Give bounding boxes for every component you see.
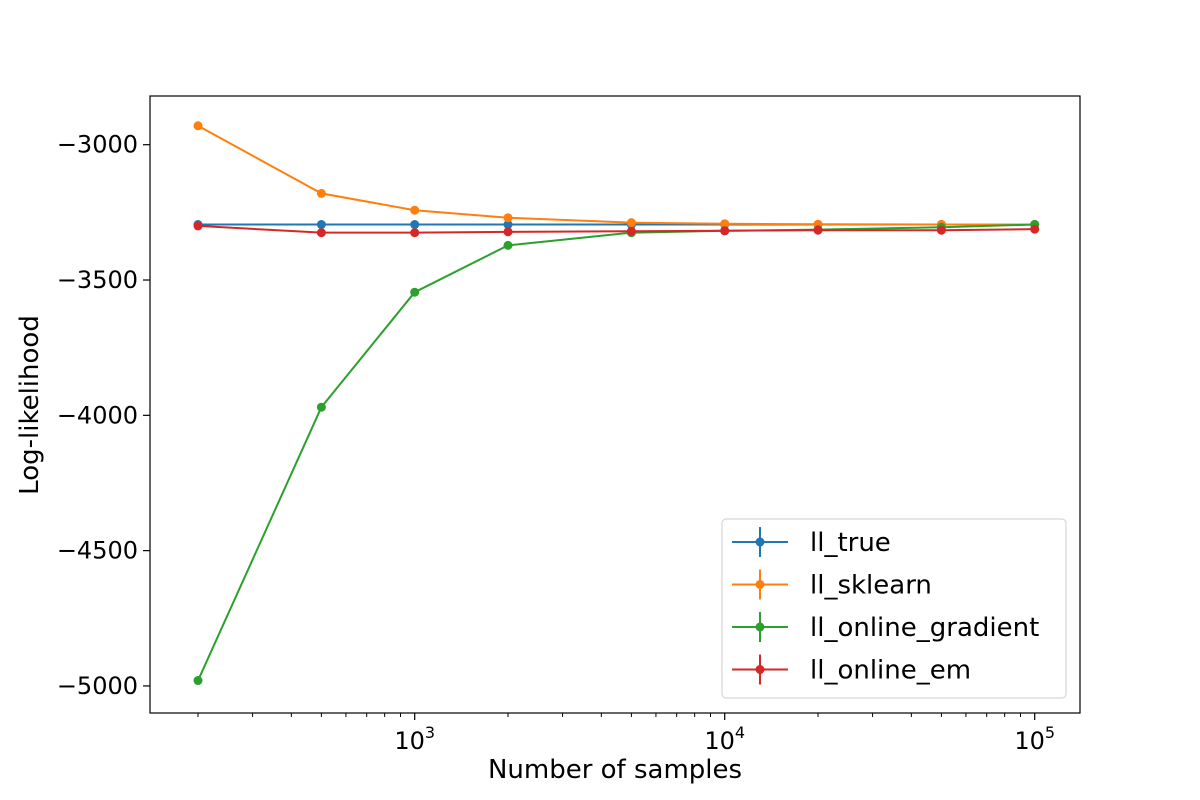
legend-marker <box>755 580 765 589</box>
legend-box <box>721 518 1067 699</box>
legend-entry: ll_online_em <box>732 654 971 686</box>
data-point <box>410 228 420 238</box>
legend-marker <box>755 622 765 632</box>
x-tick-exponent: 5 <box>1045 723 1055 742</box>
legend-label: ll_online_gradient <box>810 613 1039 643</box>
y-tick-label: −3000 <box>57 131 138 159</box>
legend-entry: ll_online_gradient <box>732 612 1039 643</box>
data-point <box>410 220 420 230</box>
x-axis-label: Number of samples <box>488 755 742 785</box>
legend-label: ll_true <box>810 528 891 558</box>
y-tick-label: −4500 <box>57 537 138 565</box>
legend-entry: ll_true <box>732 527 891 558</box>
data-point <box>936 225 946 235</box>
data-point <box>193 121 203 131</box>
legend-label: ll_sklearn <box>810 571 932 601</box>
legend-marker <box>755 665 765 674</box>
x-tick-base: 10 <box>704 727 735 755</box>
legend-items: ll_true ll_sklearn ll_online_gradient ll_on… <box>732 527 1039 686</box>
legend-label: ll_online_em <box>810 656 971 686</box>
y-axis-ticks: −3000 −3500 −4000 −4500 −5000 <box>57 131 150 700</box>
y-tick-label: −4000 <box>57 401 138 429</box>
legend-entry: ll_sklearn <box>732 569 932 601</box>
data-point <box>503 240 513 250</box>
x-tick-label: 105 <box>1014 723 1055 755</box>
data-point <box>720 219 730 229</box>
series-ll_sklearn <box>193 121 1040 230</box>
data-point <box>503 220 513 230</box>
legend-marker <box>755 537 765 547</box>
x-tick-label: 104 <box>704 723 745 755</box>
data-point <box>316 228 326 238</box>
data-point <box>626 218 636 228</box>
data-point <box>813 225 823 235</box>
x-tick-base: 10 <box>1014 727 1045 755</box>
x-tick-exponent: 3 <box>425 723 435 742</box>
series-layer <box>193 121 1040 686</box>
data-point <box>316 188 326 198</box>
data-point <box>503 227 513 237</box>
data-point <box>410 287 420 297</box>
y-axis-label: Log-likelihood <box>15 315 45 495</box>
y-tick-label: −3500 <box>57 266 138 294</box>
x-tick-base: 10 <box>394 727 425 755</box>
data-point <box>410 205 420 215</box>
data-point <box>316 220 326 230</box>
legend: ll_true ll_sklearn ll_online_gradient ll_on… <box>721 518 1067 699</box>
data-point <box>626 226 636 236</box>
series-ll_online_em <box>193 221 1040 238</box>
data-point <box>503 213 513 223</box>
data-point <box>193 221 203 231</box>
data-point <box>720 226 730 236</box>
x-axis-ticks: 103 104 105 <box>197 713 1055 755</box>
data-point <box>316 402 326 412</box>
x-tick-exponent: 4 <box>735 723 745 742</box>
x-tick-label: 103 <box>394 723 435 755</box>
data-point <box>193 676 203 686</box>
y-tick-label: −5000 <box>57 672 138 700</box>
data-point <box>1030 224 1040 234</box>
